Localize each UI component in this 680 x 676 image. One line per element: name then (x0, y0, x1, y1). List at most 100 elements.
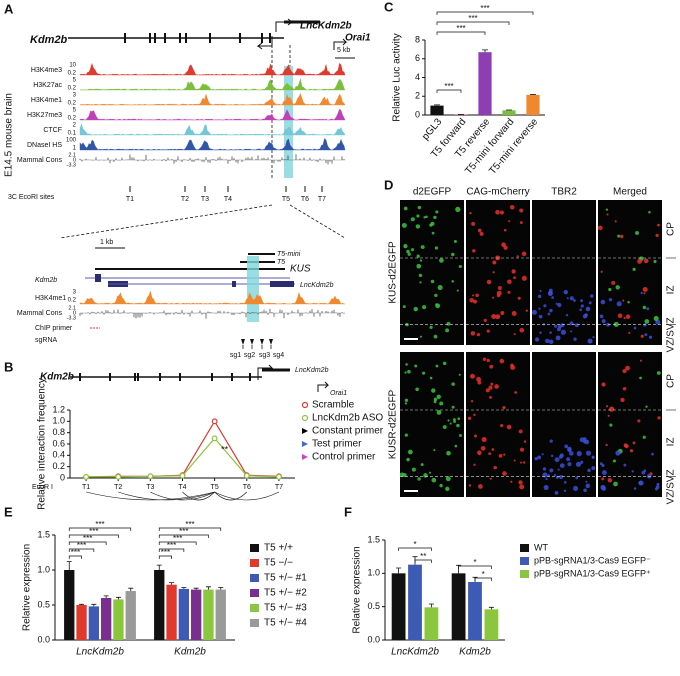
cell (625, 365, 630, 371)
bar (424, 607, 439, 640)
gene-label: LncKdm2b (295, 367, 329, 374)
cell (403, 206, 408, 211)
cell (543, 485, 549, 491)
exon (95, 274, 101, 282)
significance-label: *** (468, 14, 477, 23)
series-line (86, 437, 279, 478)
y-tick-label: 0.4 (52, 450, 65, 460)
row-label: KUSR-d2EGFP (388, 389, 399, 459)
legend-swatch (250, 574, 259, 582)
cell (446, 321, 451, 326)
cell (514, 391, 518, 394)
cell (638, 480, 644, 486)
legend-swatch (520, 544, 529, 552)
y-tick-label: 8 (415, 34, 420, 44)
cell (646, 307, 650, 311)
antisense-arrow (256, 36, 273, 50)
cell (518, 429, 523, 434)
cell (420, 245, 425, 249)
cell (494, 384, 499, 389)
interaction-arc (150, 491, 215, 501)
cell (455, 206, 461, 212)
cell (416, 254, 420, 258)
tss-arrow (275, 18, 294, 32)
cell (471, 221, 476, 226)
cell (493, 465, 497, 470)
cell (555, 335, 561, 341)
cell (404, 398, 409, 402)
cell (643, 258, 649, 264)
significance-bracket (158, 555, 172, 559)
bar (408, 564, 422, 640)
cell (643, 292, 646, 295)
site-label: T2 (181, 196, 189, 203)
cell (656, 371, 661, 375)
gene-label: LncKdm2b (300, 21, 352, 32)
cell (617, 313, 623, 319)
y-tick-label: 0.8 (52, 427, 65, 437)
interaction-arc (182, 491, 215, 501)
track-name: CTCF (43, 127, 62, 134)
cell (404, 433, 408, 437)
bar (430, 105, 444, 115)
x-tick-label: T2 (114, 484, 122, 491)
legend-label: Test primer (312, 439, 362, 450)
significance-label: *** (179, 527, 188, 536)
cell (511, 310, 517, 316)
cell (477, 228, 482, 233)
cell (628, 331, 631, 335)
cell (447, 419, 450, 422)
track-min: -3.3 (67, 315, 76, 321)
significance-label: *** (95, 520, 104, 529)
significance-bracket (414, 559, 432, 563)
error-bar (396, 567, 402, 574)
cell (538, 314, 543, 319)
significance-label: * (413, 540, 416, 549)
cell (563, 289, 569, 295)
cell (531, 309, 537, 315)
track-max: 3 (73, 93, 77, 99)
track-name: Mammal Cons (17, 157, 63, 164)
cell (554, 491, 559, 495)
cell (601, 486, 607, 491)
row-label: KUS-d2EGFP (388, 241, 399, 304)
cell (569, 296, 574, 301)
cell (431, 388, 436, 393)
cell (538, 307, 541, 310)
bar (166, 584, 177, 640)
significance-bracket (158, 548, 185, 552)
micrograph (466, 200, 530, 345)
interaction-arc (214, 491, 280, 501)
y-tick-label: 0.0 (367, 634, 380, 644)
significance-label: * (482, 570, 485, 579)
cell (468, 484, 472, 487)
track-name: DNaseI HS (27, 142, 62, 149)
cell (632, 441, 636, 445)
cell (609, 423, 613, 427)
zone-label: CP (666, 374, 677, 388)
cell (499, 358, 505, 364)
cell (473, 413, 476, 417)
cell (500, 311, 505, 315)
error-bar (128, 587, 134, 591)
micrograph (598, 352, 662, 497)
region-label: T5 (277, 259, 285, 266)
cell (642, 435, 646, 439)
cell (477, 450, 482, 455)
signal-track (79, 138, 346, 151)
legend-label: pPB-sgRNA1/3-Cas9 EGFP⁻ (534, 555, 651, 565)
y-tick-label: 4 (415, 72, 420, 82)
series-line (86, 420, 279, 478)
cell (644, 333, 648, 337)
bar (125, 591, 136, 640)
significance-label: ** (221, 445, 229, 455)
cell (555, 475, 559, 479)
cell (629, 449, 634, 453)
x-tick-label: T3 (146, 484, 154, 491)
cell (599, 314, 604, 319)
micrograph (598, 200, 662, 345)
interaction-arc (118, 491, 215, 501)
cell (402, 473, 407, 478)
cell (615, 450, 621, 456)
cell (601, 477, 605, 481)
